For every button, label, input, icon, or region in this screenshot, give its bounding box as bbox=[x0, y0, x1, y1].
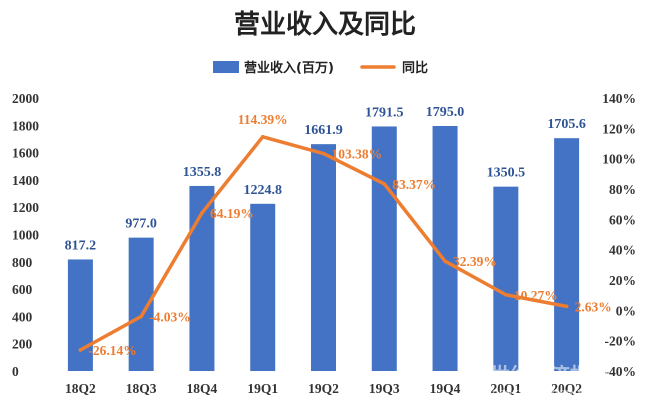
right-axis-ticks: -40% -20% 0% 20% 40% 60% 80% 100% 120% 140% bbox=[602, 91, 636, 379]
revenue-data-label: 1795.0 bbox=[426, 105, 465, 120]
left-tick-label: 800 bbox=[12, 255, 33, 270]
yoy-data-label: 114.39% bbox=[238, 112, 288, 127]
right-tick-label: 80% bbox=[609, 182, 636, 197]
right-tick-label: 40% bbox=[609, 243, 636, 258]
watermark-subtext: 21ST CENTURY BUSINESS HERALD bbox=[462, 389, 643, 398]
x-tick-label: 18Q2 bbox=[65, 381, 96, 396]
revenue-bar bbox=[554, 138, 580, 371]
revenue-data-labels: 817.2 977.0 1355.8 1224.8 1661.9 1791.5 1795.0… bbox=[65, 105, 586, 253]
yoy-data-label: -4.03% bbox=[149, 309, 191, 324]
revenue-data-label: 977.0 bbox=[125, 217, 157, 232]
yoy-data-label: 2.63% bbox=[575, 299, 612, 314]
left-tick-label: 2000 bbox=[12, 91, 39, 106]
revenue-bar bbox=[493, 186, 519, 371]
yoy-point bbox=[564, 304, 569, 309]
yoy-point bbox=[139, 314, 143, 319]
chart-title: 营业收入及同比 bbox=[234, 10, 416, 40]
yoy-point bbox=[78, 348, 83, 352]
yoy-data-label: -26.14% bbox=[88, 343, 136, 358]
yoy-point bbox=[260, 135, 265, 139]
right-tick-label: 60% bbox=[609, 212, 636, 227]
left-tick-label: 1400 bbox=[12, 173, 39, 188]
x-tick-label: 18Q3 bbox=[126, 381, 157, 396]
left-tick-label: 200 bbox=[12, 337, 33, 352]
revenue-bar bbox=[189, 185, 215, 371]
revenue-data-label: 1705.6 bbox=[547, 117, 586, 132]
x-tick-label: 19Q1 bbox=[247, 381, 278, 396]
watermark: 21世纪经济报道 21ST CENTURY BUSINESS HERALD bbox=[462, 363, 643, 398]
right-tick-label: 20% bbox=[609, 273, 636, 288]
revenue-data-label: 817.2 bbox=[65, 238, 97, 253]
revenue-bar bbox=[250, 203, 276, 371]
yoy-line-layer bbox=[78, 135, 569, 352]
revenue-data-label: 1224.8 bbox=[243, 183, 282, 198]
x-tick-label: 20Q1 bbox=[490, 381, 521, 396]
legend-swatch-revenue bbox=[213, 61, 239, 73]
yoy-data-label: 83.37% bbox=[392, 177, 436, 192]
left-tick-label: 600 bbox=[12, 282, 33, 297]
x-tick-label: 20Q2 bbox=[551, 381, 582, 396]
left-axis-ticks: 0 200 400 600 800 1000 1200 1400 1600 1800 2000 bbox=[12, 91, 39, 379]
left-tick-label: 1200 bbox=[12, 200, 39, 215]
x-axis-ticks: 18Q2 18Q3 18Q4 19Q1 19Q2 19Q3 19Q4 20Q1 20Q2 bbox=[65, 381, 582, 396]
x-tick-label: 19Q4 bbox=[430, 381, 461, 396]
right-tick-label: 140% bbox=[602, 91, 636, 106]
yoy-data-label: 103.38% bbox=[332, 147, 383, 162]
left-tick-label: 1600 bbox=[12, 146, 39, 161]
yoy-point bbox=[200, 211, 204, 215]
left-tick-label: 1000 bbox=[12, 228, 39, 243]
revenue-bar bbox=[371, 126, 397, 371]
right-tick-label: 120% bbox=[602, 121, 636, 136]
revenue-data-label: 1355.8 bbox=[183, 165, 222, 180]
yoy-point bbox=[504, 292, 508, 297]
right-tick-label: 0% bbox=[616, 303, 636, 318]
left-tick-label: 1800 bbox=[12, 118, 39, 133]
revenue-data-label: 1661.9 bbox=[304, 123, 343, 138]
right-tick-label: -40% bbox=[605, 364, 637, 379]
x-tick-label: 18Q4 bbox=[187, 381, 218, 396]
yoy-point bbox=[382, 182, 387, 186]
legend: 营业收入(百万) 同比 bbox=[213, 60, 428, 76]
revenue-data-label: 1350.5 bbox=[487, 166, 526, 181]
left-tick-label: 400 bbox=[12, 309, 33, 324]
watermark-text: 21世纪经济报道 bbox=[462, 363, 610, 387]
yoy-point bbox=[443, 259, 447, 264]
yoy-data-label: 10.27% bbox=[514, 288, 558, 303]
x-tick-label: 19Q3 bbox=[369, 381, 400, 396]
yoy-data-label: 64.19% bbox=[210, 206, 254, 221]
legend-label-revenue: 营业收入(百万) bbox=[244, 60, 334, 76]
left-tick-label: 0 bbox=[12, 364, 19, 379]
revenue-bar bbox=[67, 259, 93, 371]
right-tick-label: 100% bbox=[602, 152, 636, 167]
revenue-data-label: 1791.5 bbox=[365, 105, 404, 120]
yoy-data-label: 32.39% bbox=[453, 254, 497, 269]
x-tick-label: 19Q2 bbox=[308, 381, 339, 396]
yoy-data-labels: -26.14% -4.03% 64.19% 114.39% 103.38% 83.37% 3… bbox=[88, 112, 611, 358]
revenue-bar bbox=[311, 144, 336, 371]
right-tick-label: -20% bbox=[605, 334, 637, 349]
yoy-point bbox=[321, 151, 326, 156]
legend-label-yoy: 同比 bbox=[402, 60, 428, 76]
